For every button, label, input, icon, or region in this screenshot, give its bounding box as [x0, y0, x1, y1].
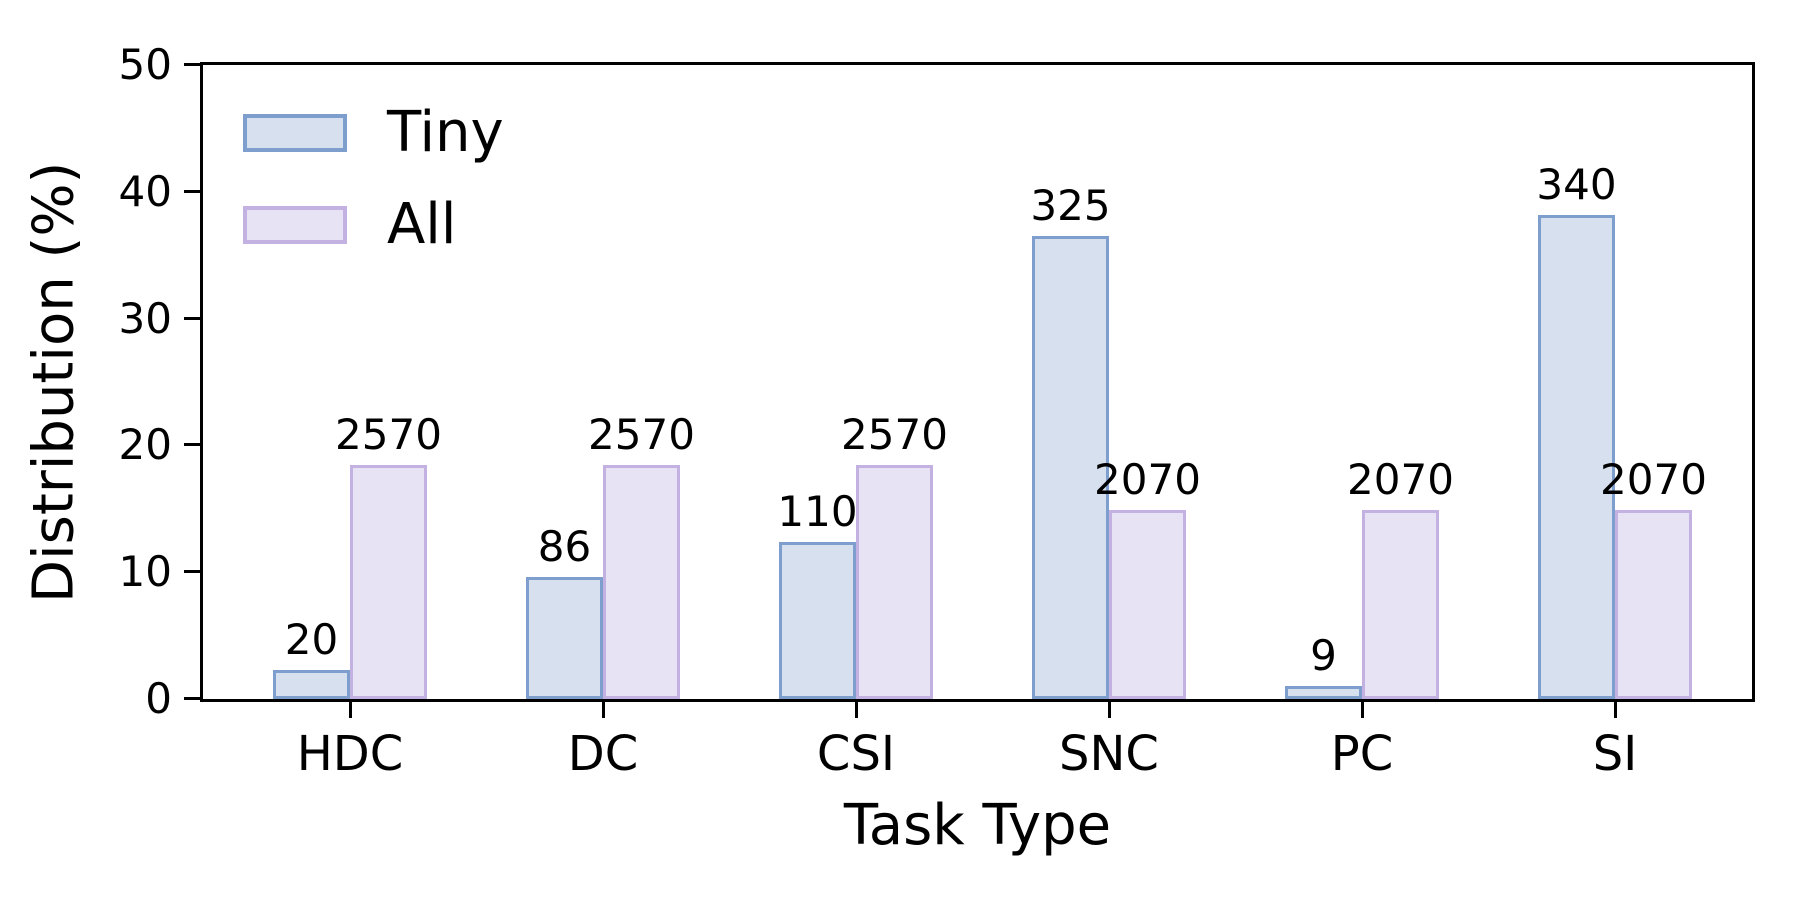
- x-tick-mark: [349, 702, 352, 718]
- bar-tiny-pc: [1285, 686, 1362, 699]
- legend-swatch-tiny: [243, 114, 347, 152]
- x-axis-label: Task Type: [843, 793, 1112, 858]
- y-tick-label: 20: [118, 420, 172, 470]
- bar-value-label: 2070: [1347, 454, 1454, 504]
- y-tick-label: 30: [118, 293, 172, 343]
- x-tick-mark: [855, 702, 858, 718]
- y-axis-label: Distribution (%): [21, 161, 87, 603]
- bar-tiny-snc: [1032, 236, 1109, 699]
- y-tick-label: 10: [118, 547, 172, 597]
- x-tick-label-dc: DC: [567, 726, 639, 782]
- x-tick-label-si: SI: [1592, 726, 1638, 782]
- bar-tiny-si: [1538, 215, 1615, 699]
- bar-value-label: 86: [537, 521, 592, 571]
- x-tick-mark: [1108, 702, 1111, 718]
- y-tick-mark: [184, 697, 200, 700]
- bar-value-label: 2570: [841, 409, 948, 459]
- x-tick-label-csi: CSI: [816, 726, 896, 782]
- x-tick-label-hdc: HDC: [296, 726, 404, 782]
- bar-all-hdc: [350, 465, 427, 699]
- bar-tiny-hdc: [273, 670, 350, 699]
- y-tick-label: 50: [118, 40, 172, 89]
- bar-all-dc: [603, 465, 680, 699]
- legend-label: Tiny: [387, 100, 504, 165]
- legend-label: All: [387, 192, 457, 257]
- legend-swatch-all: [243, 206, 347, 244]
- plot-area: Tiny All 20 86 110 325 9 340 2570 2570 2570 2070 20…: [200, 62, 1755, 702]
- bar-all-snc: [1109, 510, 1186, 699]
- legend-item-all: All: [243, 197, 504, 253]
- x-tick-label-pc: PC: [1330, 726, 1394, 782]
- y-tick-label: 0: [145, 674, 172, 723]
- bar-value-label: 110: [777, 486, 858, 536]
- y-tick-mark: [184, 443, 200, 447]
- bar-all-si: [1615, 510, 1692, 699]
- y-tick-mark: [184, 63, 200, 66]
- y-tick-label: 40: [118, 166, 172, 216]
- y-tick-mark: [184, 316, 200, 320]
- bar-tiny-csi: [779, 542, 856, 699]
- bar-tiny-dc: [526, 577, 603, 699]
- bar-value-label: 20: [284, 614, 339, 664]
- x-tick-mark: [602, 702, 605, 718]
- x-tick-mark: [1614, 702, 1617, 718]
- bar-value-label: 2070: [1094, 454, 1201, 504]
- bar-value-label: 2570: [588, 409, 695, 459]
- legend-item-tiny: Tiny: [243, 105, 504, 161]
- x-tick-label-snc: SNC: [1059, 726, 1159, 782]
- bar-value-label: 9: [1310, 630, 1337, 680]
- y-tick-mark: [184, 570, 200, 574]
- y-tick-mark: [184, 189, 200, 193]
- bar-value-label: 2070: [1600, 454, 1707, 504]
- legend: Tiny All: [243, 105, 504, 253]
- bar-all-csi: [856, 465, 933, 699]
- bar-value-label: 2570: [335, 409, 442, 459]
- x-tick-mark: [1361, 702, 1364, 718]
- bar-all-pc: [1362, 510, 1439, 699]
- bar-value-label: 340: [1536, 159, 1617, 209]
- bar-value-label: 325: [1030, 180, 1111, 230]
